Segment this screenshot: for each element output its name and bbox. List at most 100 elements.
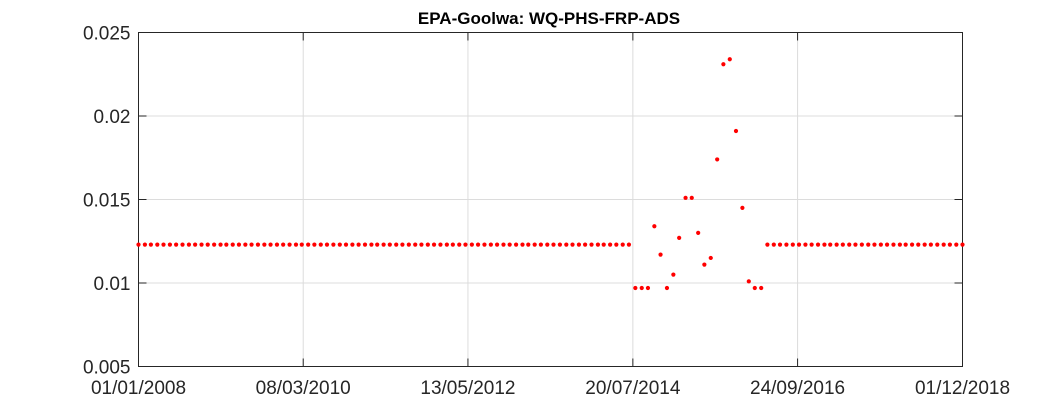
data-point (658, 252, 663, 257)
data-point (381, 242, 386, 247)
data-point (652, 224, 657, 229)
axes: 01/01/2008 08/03/2010 13/05/2012 20/07/2014… (83, 24, 1010, 400)
data-point (715, 157, 720, 162)
data-point (167, 242, 173, 247)
data-point (520, 242, 525, 247)
data-point (608, 242, 613, 247)
data-point (268, 242, 273, 247)
y-tick-label: 0.025 (83, 24, 131, 45)
data-points (136, 57, 965, 291)
data-point (614, 242, 619, 247)
data-point (733, 128, 739, 134)
data-point (444, 242, 449, 247)
data-point (583, 242, 588, 247)
data-point (570, 242, 575, 247)
data-point (671, 272, 676, 277)
data-point (947, 242, 952, 247)
y-tick-label: 0.015 (83, 191, 131, 212)
data-point (324, 242, 330, 247)
data-point (526, 242, 531, 247)
data-point (954, 242, 959, 247)
data-point (589, 242, 594, 247)
data-point (576, 242, 582, 247)
data-point (413, 242, 418, 247)
data-point (331, 242, 336, 247)
data-point (696, 230, 701, 235)
data-point (859, 242, 864, 247)
data-point (369, 242, 374, 247)
y-tick-label: 0.01 (94, 274, 131, 295)
data-point (356, 242, 361, 247)
data-point (293, 242, 299, 247)
data-point (494, 242, 500, 247)
data-point (532, 242, 537, 247)
data-point (387, 242, 392, 247)
data-point (564, 242, 569, 247)
data-point (960, 242, 965, 247)
data-point (922, 242, 927, 247)
data-point (262, 242, 267, 247)
data-point (343, 242, 349, 247)
data-point (174, 242, 179, 247)
data-point (287, 242, 292, 247)
data-point (595, 242, 601, 247)
x-tick-label: 08/03/2010 (256, 378, 351, 399)
x-tick-label: 13/05/2012 (420, 378, 515, 399)
data-point (620, 242, 625, 247)
data-point (136, 242, 141, 247)
data-point (205, 242, 210, 247)
data-point (375, 242, 380, 247)
data-point (318, 242, 323, 247)
data-point (306, 242, 311, 247)
data-point (218, 242, 223, 247)
data-point (822, 242, 827, 247)
data-point (689, 195, 694, 200)
data-point (312, 242, 317, 247)
data-point (255, 242, 261, 247)
data-point (475, 242, 481, 247)
data-point (809, 242, 814, 247)
data-point (721, 62, 726, 67)
data-point (746, 279, 751, 284)
data-point (708, 255, 713, 261)
data-point (513, 242, 519, 247)
data-point (847, 242, 852, 247)
data-point (249, 242, 254, 247)
data-point (337, 242, 342, 247)
data-point (872, 242, 877, 247)
data-point (834, 242, 839, 247)
data-point (224, 242, 229, 247)
data-point (803, 242, 808, 247)
data-point (752, 285, 757, 291)
data-point (431, 242, 437, 247)
data-point (909, 242, 915, 247)
data-point (186, 242, 192, 247)
data-point (281, 242, 286, 247)
data-point (230, 242, 235, 247)
y-tick-label: 0.02 (94, 107, 131, 128)
data-point (884, 242, 890, 247)
data-point (557, 242, 563, 247)
x-tick-label: 01/12/2018 (915, 378, 1010, 399)
data-point (488, 242, 493, 247)
data-point (545, 242, 550, 247)
data-point (916, 242, 921, 247)
x-tick-label: 20/07/2014 (585, 378, 681, 399)
data-point (394, 242, 399, 247)
data-point (236, 242, 242, 247)
data-point (142, 242, 148, 247)
data-point (866, 242, 871, 247)
data-point (425, 242, 430, 247)
data-point (740, 205, 745, 210)
grid-lines (138, 32, 963, 367)
data-point (639, 285, 644, 291)
data-point (350, 242, 355, 247)
data-point (457, 242, 462, 247)
data-point (903, 242, 908, 247)
data-point (928, 242, 933, 247)
data-point (419, 242, 424, 247)
data-point (193, 242, 198, 247)
data-point (180, 242, 185, 247)
data-point (765, 242, 770, 247)
